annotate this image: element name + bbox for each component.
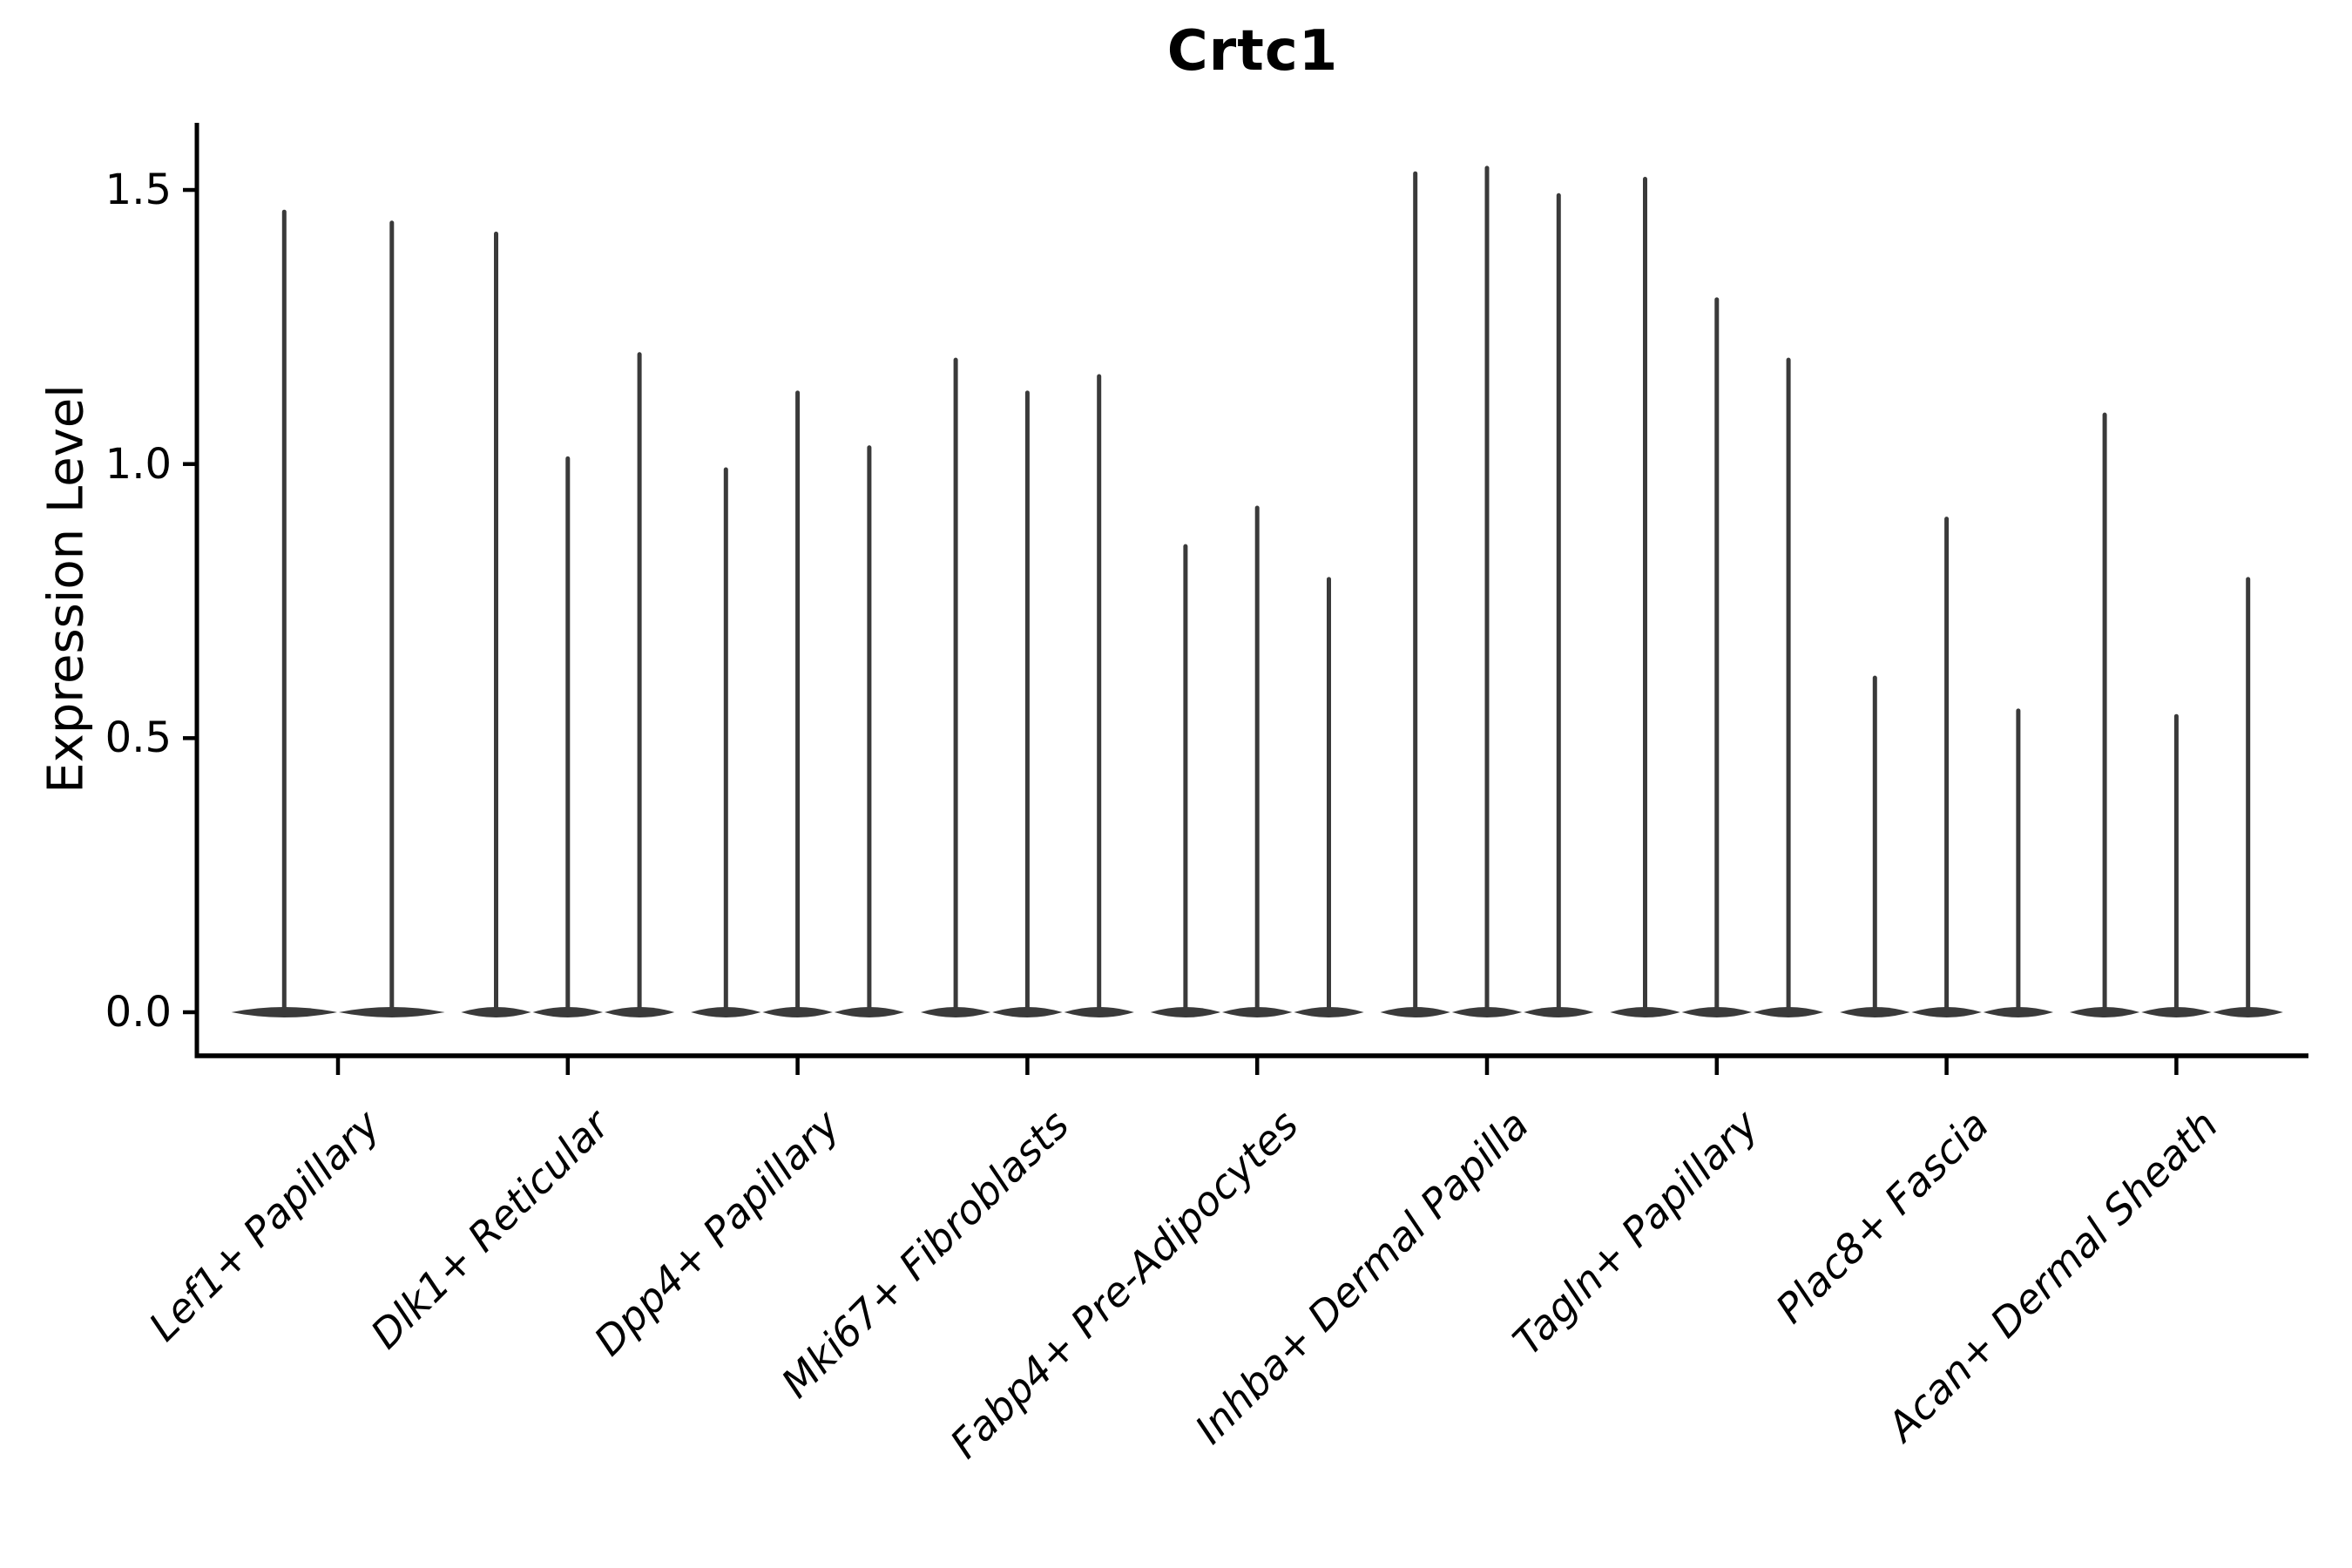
- y-axis-label: Expression Level: [37, 384, 95, 794]
- y-tick-label: 0.5: [105, 713, 172, 762]
- y-tick-label: 1.0: [105, 440, 172, 489]
- y-tick-label: 1.5: [105, 166, 172, 214]
- x-tick-marks: [335, 1056, 2179, 1075]
- y-tick-marks: [183, 187, 197, 1015]
- violins: [231, 166, 2283, 1017]
- plot-title: Crtc1: [1166, 19, 1339, 84]
- y-tick-label: 0.0: [105, 988, 172, 1037]
